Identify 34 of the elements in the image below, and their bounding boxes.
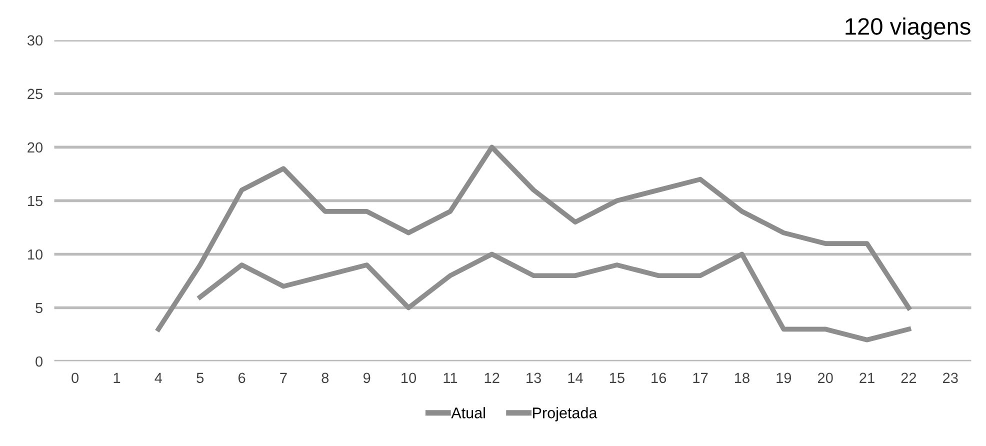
x-tick-label: 1 bbox=[114, 372, 120, 383]
y-tick-label: 10 bbox=[28, 249, 43, 260]
y-tick-label: 30 bbox=[27, 35, 43, 46]
x-tick-label: 5 bbox=[196, 372, 204, 384]
chart-title: 120 viagens bbox=[846, 17, 970, 40]
x-tick-label: 6 bbox=[238, 372, 246, 384]
y-tick-label: 0 bbox=[36, 356, 43, 367]
x-tick-label: 4 bbox=[154, 372, 162, 383]
x-tick-label: 16 bbox=[652, 372, 666, 384]
x-tick-label: 11 bbox=[444, 372, 458, 383]
x-tick-label: 19 bbox=[776, 372, 792, 384]
legend-label: Atual bbox=[451, 407, 485, 418]
y-tick-label: 20 bbox=[28, 142, 43, 153]
x-tick-label: 22 bbox=[901, 372, 916, 383]
x-tick-label: 13 bbox=[526, 372, 542, 384]
y-tick-label: 5 bbox=[36, 302, 43, 314]
line-series bbox=[156, 144, 912, 332]
x-tick-label: 10 bbox=[402, 372, 416, 384]
x-tick-label: 23 bbox=[942, 372, 958, 384]
x-tick-label: 20 bbox=[818, 372, 833, 384]
x-tick-label: 12 bbox=[484, 372, 500, 383]
x-tick-label: 7 bbox=[280, 372, 287, 383]
x-tick-label: 0 bbox=[72, 372, 79, 384]
x-tick-label: 17 bbox=[693, 372, 708, 383]
x-tick-label: 8 bbox=[322, 372, 329, 384]
x-tick-label: 21 bbox=[860, 372, 874, 383]
x-tick-label: 9 bbox=[363, 372, 370, 384]
line-series bbox=[198, 252, 912, 342]
y-tick-label: 25 bbox=[28, 88, 43, 100]
x-tick-label: 14 bbox=[568, 372, 583, 383]
x-tick-label: 18 bbox=[734, 372, 750, 384]
legend-label: Projetada bbox=[533, 407, 598, 422]
x-tick-label: 15 bbox=[610, 372, 624, 384]
y-tick-label: 15 bbox=[28, 196, 43, 206]
